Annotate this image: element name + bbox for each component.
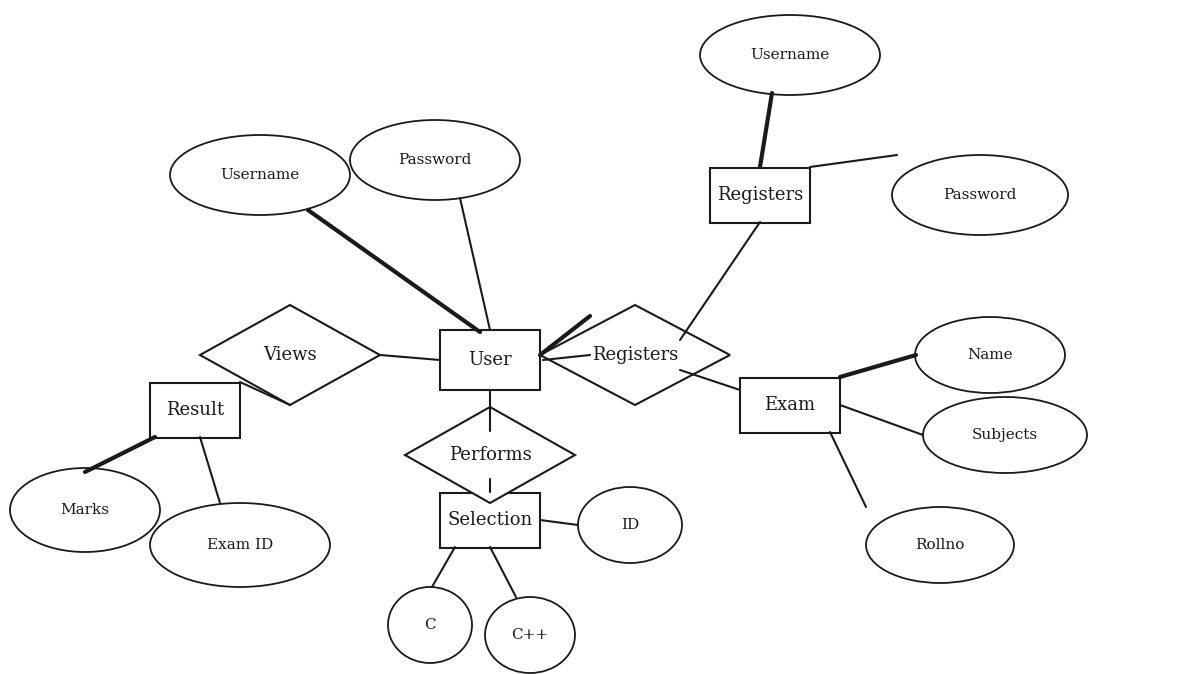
Text: Username: Username [750,48,829,62]
Bar [440,493,540,547]
Ellipse shape [350,120,520,200]
Bar [150,383,240,437]
Polygon shape [540,305,730,405]
Text: Subjects: Subjects [972,428,1038,442]
Ellipse shape [916,317,1066,393]
Ellipse shape [150,503,330,587]
Text: Selection: Selection [448,511,533,529]
Ellipse shape [892,155,1068,235]
Ellipse shape [700,15,880,95]
Ellipse shape [923,397,1087,473]
Text: Marks: Marks [60,503,109,517]
Text: ID: ID [620,518,640,532]
Text: Performs: Performs [449,446,532,464]
Ellipse shape [10,468,160,552]
Ellipse shape [578,487,682,563]
Text: Username: Username [221,168,300,182]
Bar [440,330,540,390]
Text: Rollno: Rollno [916,538,965,552]
Text: C++: C++ [511,628,548,642]
Text: Registers: Registers [716,186,803,204]
Text: Password: Password [398,153,472,167]
Text: Result: Result [166,401,224,419]
Text: Views: Views [263,346,317,364]
Ellipse shape [170,135,350,215]
Ellipse shape [388,587,472,663]
Text: Registers: Registers [592,346,678,364]
Text: C: C [424,618,436,632]
Text: Password: Password [943,188,1016,202]
Text: User: User [468,351,512,369]
Bar [710,168,810,222]
Text: Name: Name [967,348,1013,362]
Polygon shape [406,407,575,503]
Ellipse shape [866,507,1014,583]
Text: Exam: Exam [764,396,816,414]
Polygon shape [200,305,380,405]
Bar [740,377,840,433]
Text: Exam ID: Exam ID [206,538,274,552]
Ellipse shape [485,597,575,673]
